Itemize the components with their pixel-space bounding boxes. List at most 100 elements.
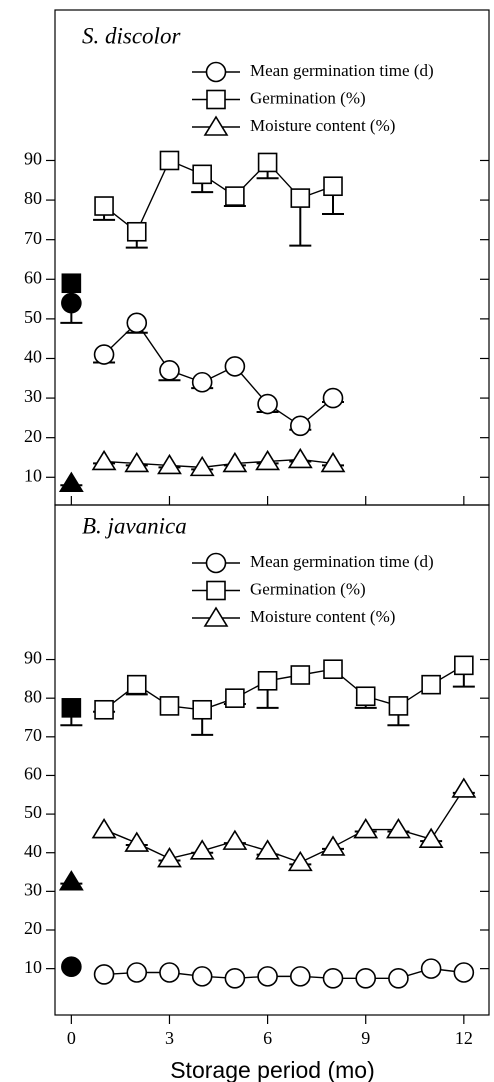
data-point bbox=[451, 777, 477, 798]
data-point bbox=[320, 835, 346, 856]
data-point bbox=[257, 966, 278, 987]
control-point bbox=[58, 471, 84, 493]
data-point bbox=[290, 966, 311, 987]
data-point bbox=[189, 455, 215, 477]
control-point bbox=[61, 956, 82, 978]
y-tick-label: 90 bbox=[24, 149, 42, 169]
y-tick-label: 70 bbox=[24, 228, 42, 248]
y-tick-label: 60 bbox=[24, 764, 42, 784]
data-point bbox=[290, 665, 311, 685]
data-point bbox=[192, 699, 212, 720]
data-point bbox=[124, 451, 150, 473]
plot-frame bbox=[54, 9, 490, 506]
x-tick-label: 6 bbox=[263, 1028, 272, 1048]
data-point bbox=[323, 659, 343, 680]
legend-marker bbox=[206, 89, 226, 110]
series-line bbox=[103, 788, 465, 864]
y-tick-label: 70 bbox=[24, 725, 42, 745]
data-point bbox=[225, 688, 245, 708]
data-point bbox=[94, 699, 114, 720]
data-point bbox=[287, 447, 313, 469]
data-point bbox=[224, 356, 246, 377]
legend-label: Moisture content (%) bbox=[250, 116, 395, 135]
y-tick-label: 30 bbox=[24, 386, 42, 406]
data-point bbox=[385, 818, 411, 839]
data-point bbox=[257, 670, 278, 691]
y-tick-label: 90 bbox=[24, 648, 42, 668]
data-point bbox=[94, 196, 114, 216]
control-point bbox=[61, 698, 82, 718]
data-point bbox=[454, 655, 474, 676]
y-tick-label: 10 bbox=[24, 465, 42, 485]
data-point bbox=[355, 967, 377, 989]
data-point bbox=[225, 186, 245, 206]
data-point bbox=[91, 449, 117, 471]
data-point bbox=[290, 188, 311, 208]
y-tick-label: 30 bbox=[24, 879, 42, 899]
y-tick-label: 20 bbox=[24, 426, 42, 446]
data-point bbox=[159, 150, 180, 171]
legend-label: Moisture content (%) bbox=[250, 607, 395, 626]
data-point bbox=[388, 967, 409, 989]
data-point bbox=[420, 958, 442, 979]
data-point bbox=[257, 152, 278, 173]
data-point bbox=[290, 415, 311, 437]
y-tick-label: 40 bbox=[24, 841, 42, 861]
data-point bbox=[192, 164, 212, 185]
data-point bbox=[189, 839, 215, 860]
data-point bbox=[353, 818, 379, 839]
data-point bbox=[453, 962, 475, 983]
data-point bbox=[322, 967, 344, 989]
data-point bbox=[157, 453, 182, 475]
y-tick-label: 40 bbox=[24, 347, 42, 367]
data-point bbox=[421, 674, 441, 695]
x-tick-label: 9 bbox=[361, 1028, 370, 1048]
data-point bbox=[222, 451, 248, 473]
y-tick-label: 60 bbox=[24, 267, 42, 287]
data-point bbox=[159, 962, 180, 983]
data-point bbox=[257, 393, 278, 415]
data-point bbox=[255, 449, 281, 471]
data-point bbox=[91, 818, 117, 839]
control-point bbox=[61, 292, 82, 314]
y-tick-label: 50 bbox=[24, 802, 42, 822]
data-point bbox=[126, 221, 147, 242]
legend-marker bbox=[203, 606, 229, 627]
data-point bbox=[93, 964, 115, 985]
data-point bbox=[255, 839, 281, 860]
y-tick-label: 80 bbox=[24, 686, 42, 706]
y-tick-label: 50 bbox=[24, 307, 42, 327]
control-point bbox=[58, 870, 84, 891]
data-point bbox=[287, 850, 313, 872]
data-point bbox=[191, 371, 213, 393]
data-point bbox=[126, 674, 147, 695]
data-point bbox=[126, 312, 148, 334]
control-point bbox=[61, 273, 82, 294]
x-axis-title: Storage period (mo) bbox=[170, 1057, 375, 1082]
data-point bbox=[322, 387, 344, 409]
y-tick-label: 10 bbox=[24, 957, 42, 977]
legend-marker bbox=[203, 115, 229, 136]
series-line bbox=[103, 321, 334, 427]
legend-label: Germination (%) bbox=[250, 579, 366, 598]
data-point bbox=[222, 829, 248, 850]
data-point bbox=[388, 696, 409, 716]
panel-title: B. javanica bbox=[82, 513, 187, 538]
series-line bbox=[103, 664, 465, 711]
legend-marker bbox=[205, 61, 227, 83]
data-point bbox=[157, 846, 182, 868]
legend-label: Mean germination time (d) bbox=[250, 552, 434, 571]
legend-marker bbox=[206, 580, 226, 601]
x-tick-label: 3 bbox=[165, 1028, 174, 1048]
legend-marker bbox=[205, 552, 227, 574]
x-tick-label: 12 bbox=[455, 1028, 473, 1048]
panel-title: S. discolor bbox=[82, 23, 181, 48]
legend-label: Mean germination time (d) bbox=[250, 61, 434, 80]
data-point bbox=[159, 696, 180, 716]
data-point bbox=[418, 827, 444, 849]
data-point bbox=[126, 962, 148, 983]
data-point bbox=[124, 831, 150, 852]
data-point bbox=[191, 966, 213, 987]
